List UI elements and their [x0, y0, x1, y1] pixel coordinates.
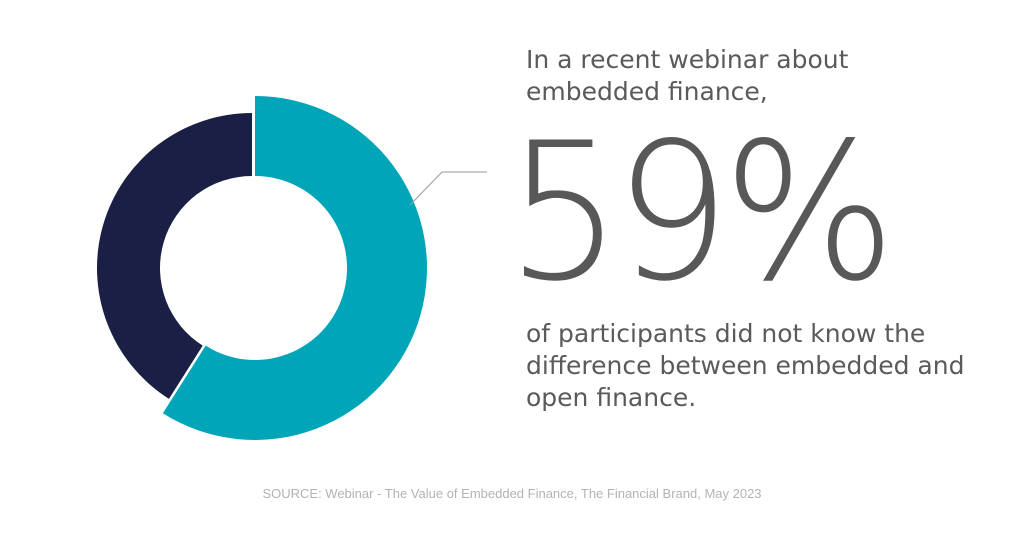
donut-slices: [97, 96, 428, 441]
callout-line: [409, 171, 487, 206]
stat-description: of participants did not know the differe…: [526, 319, 965, 412]
donut-slice-highlight: [162, 96, 428, 441]
intro-text: In a recent webinar about embedded finan…: [526, 45, 849, 106]
source-citation: SOURCE: Webinar - The Value of Embedded …: [262, 486, 762, 501]
donut-slice-remainder: [97, 113, 252, 399]
stat-percentage: 59%: [506, 102, 896, 323]
